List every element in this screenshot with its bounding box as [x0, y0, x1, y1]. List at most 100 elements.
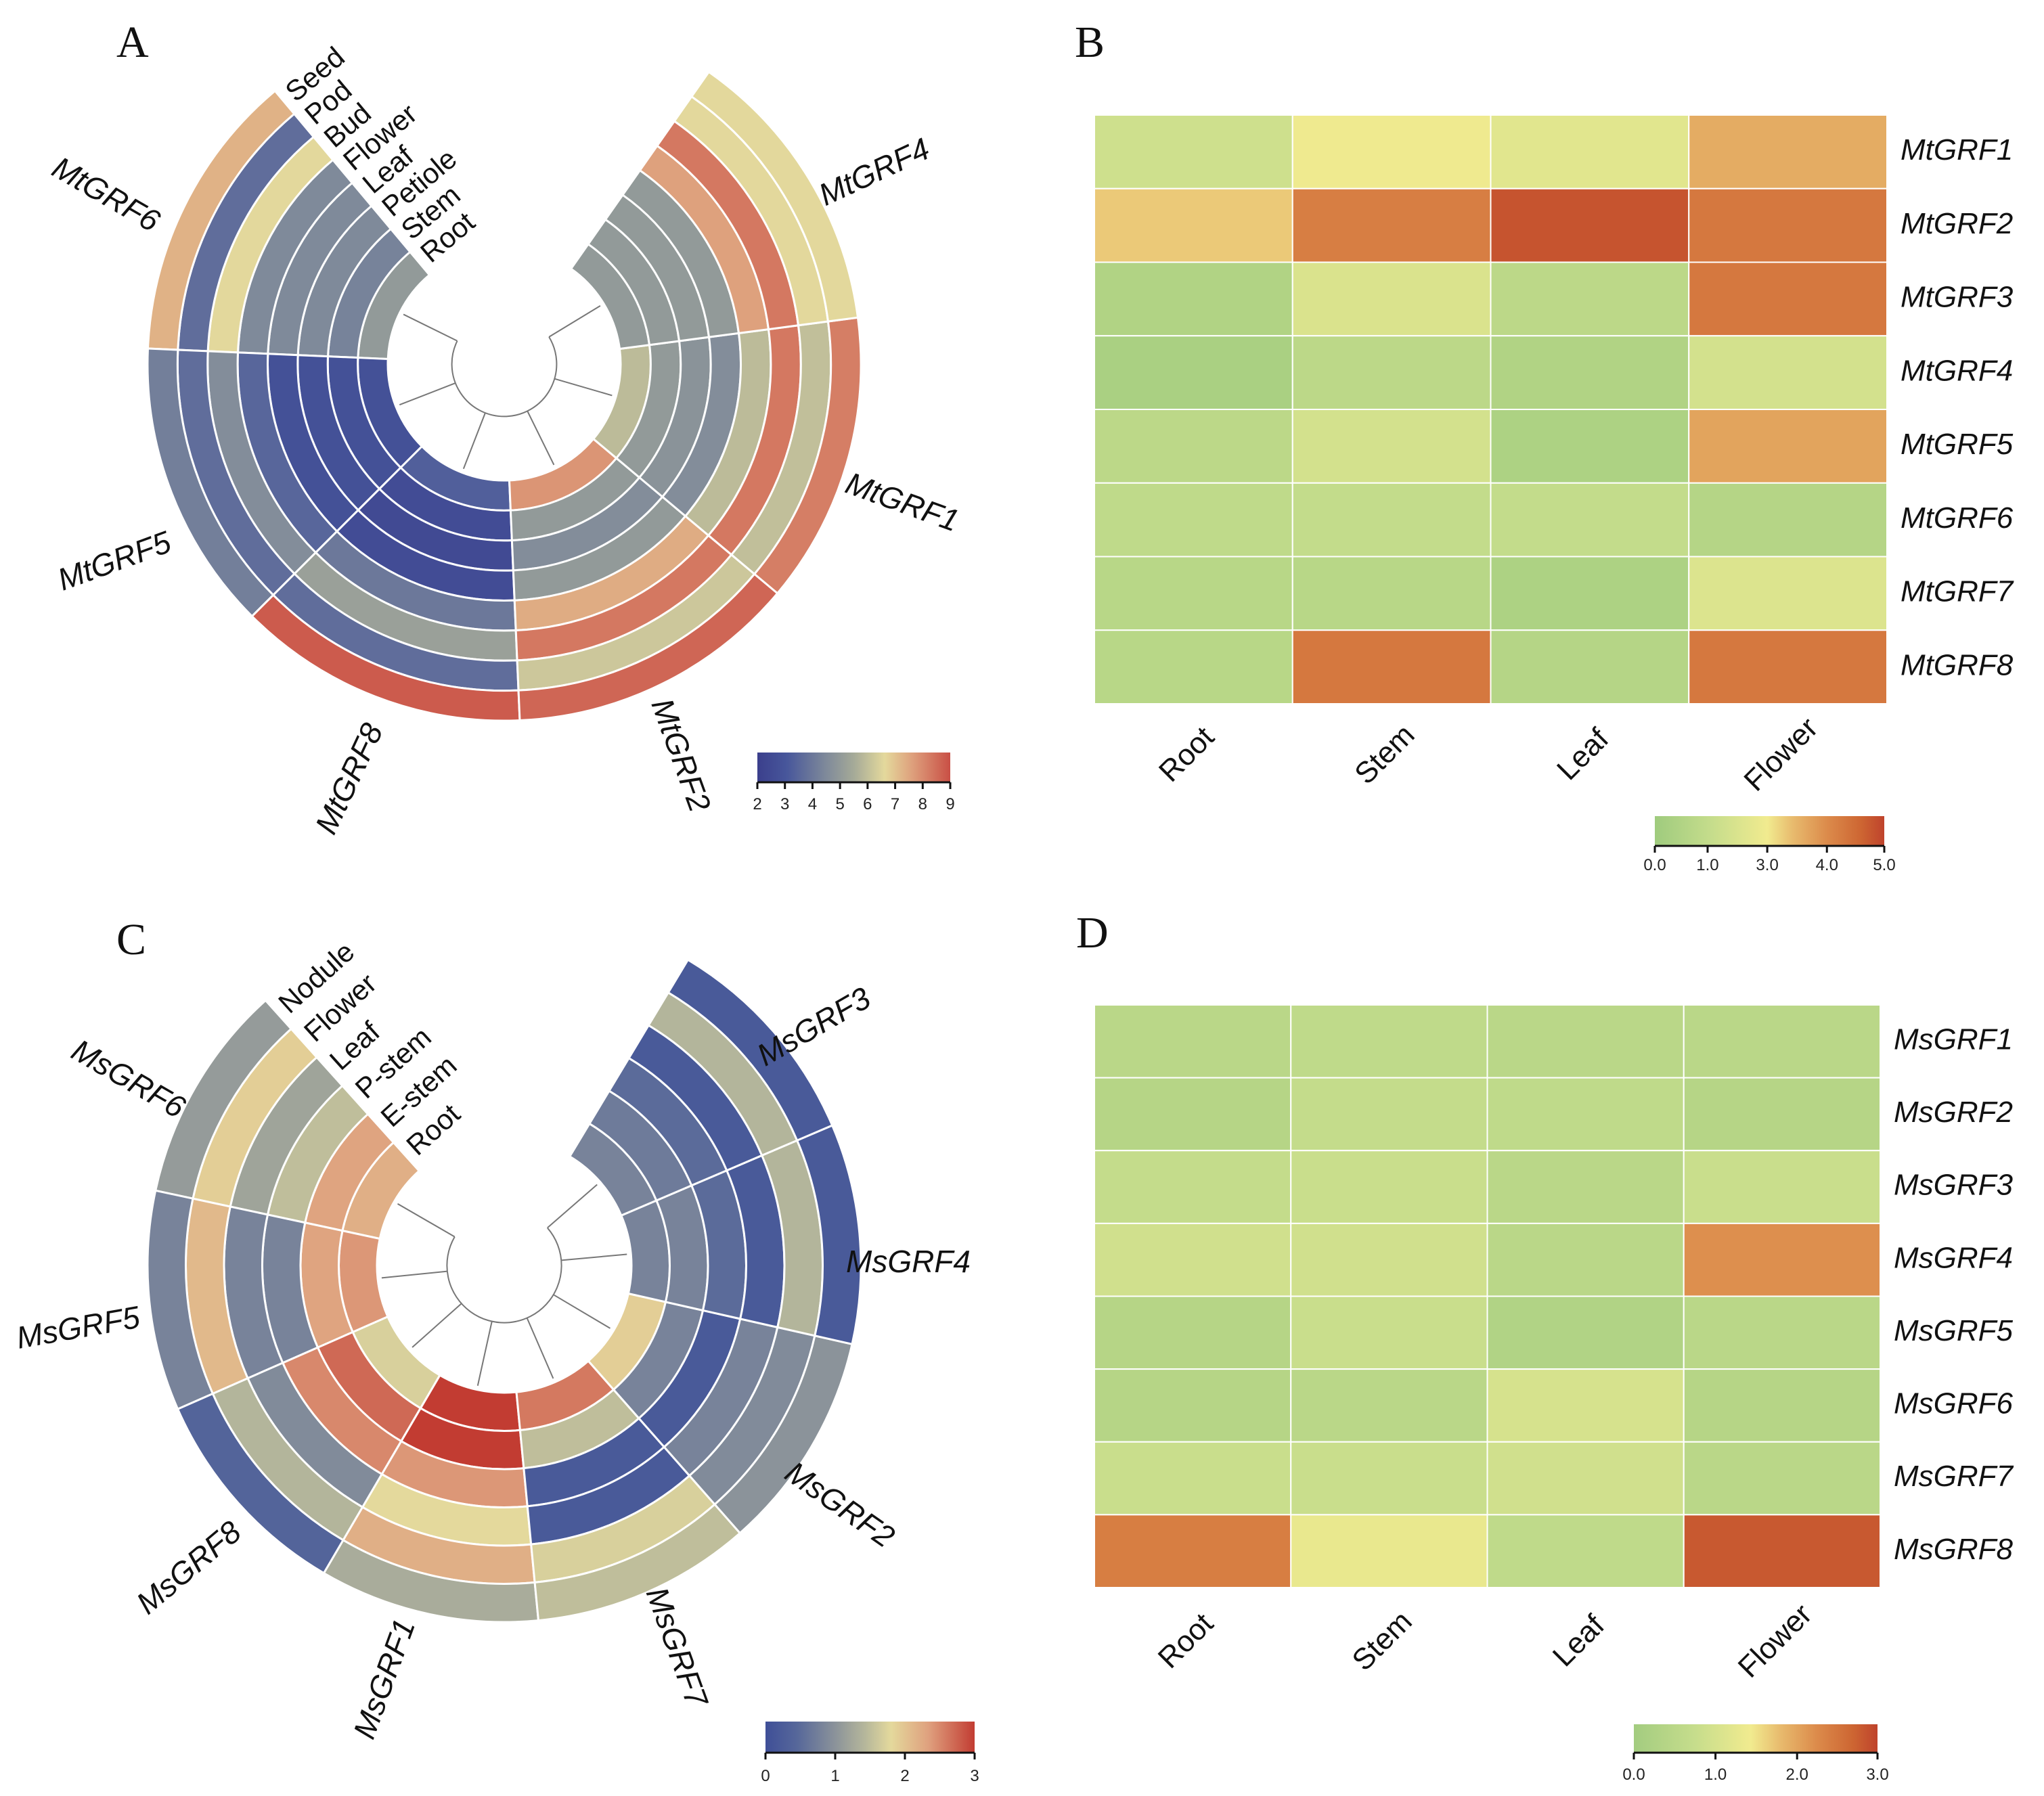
column-label: Flower — [1732, 1598, 1819, 1684]
row-label: MsGRF3 — [1894, 1169, 2014, 1202]
panel-label-c: C — [116, 915, 146, 964]
row-label: MsGRF7 — [1894, 1460, 2014, 1493]
heatmap-d: MsGRF1 MsGRF2 MsGRF3 MsGRF4 MsGRF5 MsGRF6 MsGR… — [1094, 1004, 2014, 1784]
heatmap-cell — [1683, 1222, 1881, 1297]
heatmap-cell — [1094, 1441, 1292, 1516]
row-label: MtGRF8 — [1901, 648, 2014, 681]
column-label: Stem — [1346, 1604, 1418, 1677]
ring-segment — [146, 347, 275, 618]
heatmap-cell — [1486, 1441, 1685, 1516]
colorbar — [1634, 1724, 1878, 1753]
column-label: Stem — [1348, 718, 1421, 790]
heatmap-cell — [1094, 114, 1293, 189]
heatmap-cell — [1490, 335, 1690, 410]
ring-segment — [753, 316, 862, 595]
gene-label: MtGRF2 — [644, 694, 717, 816]
heatmap-cell — [1094, 1222, 1292, 1297]
colorbar-tick-label: 2.0 — [1786, 1766, 1808, 1784]
colorbar-tick-label: 2 — [900, 1767, 909, 1785]
heatmap-cell — [1094, 1004, 1292, 1079]
gene-label: MtGRF5 — [53, 524, 175, 597]
heatmap-cell — [1291, 114, 1492, 189]
column-label: Root — [1152, 1607, 1220, 1675]
gene-label: MsGRF7 — [640, 1582, 715, 1712]
colorbar-tick-label: 4.0 — [1816, 856, 1838, 874]
heatmap-cell — [1290, 1150, 1488, 1224]
heatmap-cell — [1688, 114, 1888, 189]
colorbar-tick-label: 5.0 — [1873, 856, 1895, 874]
colorbar — [1655, 816, 1884, 846]
heatmap-cell — [1683, 1077, 1881, 1152]
gene-label: MtGRF8 — [308, 717, 390, 839]
heatmap-cell — [1291, 409, 1492, 484]
gene-label: MsGRF1 — [346, 1614, 422, 1743]
row-label: MtGRF3 — [1901, 281, 2014, 314]
dendrogram-branch — [561, 1253, 627, 1261]
heatmap-cell — [1290, 1368, 1488, 1443]
heatmap-cell — [1290, 1004, 1488, 1079]
heatmap-b: MtGRF1 MtGRF2 MtGRF3 MtGRF4 MtGRF5 MtGRF6 MtGR… — [1094, 114, 2014, 874]
colorbar-tick-label: 4 — [808, 795, 817, 813]
heatmap-cell — [1094, 335, 1293, 410]
ring-segment — [322, 1538, 540, 1623]
gene-label: MsGRF6 — [66, 1032, 192, 1125]
heatmap-cell — [1094, 1514, 1292, 1588]
dendrogram-arc — [446, 1227, 562, 1324]
colorbar-tick-label: 1.0 — [1696, 856, 1718, 874]
row-label: MsGRF1 — [1894, 1023, 2013, 1056]
row-label: MtGRF7 — [1901, 575, 2014, 608]
ring-segment — [176, 1392, 345, 1575]
heatmap-cell — [1683, 1441, 1881, 1516]
colorbar-tick-label: 0 — [761, 1767, 770, 1785]
row-label: MsGRF8 — [1894, 1533, 2014, 1566]
ring-segment — [154, 999, 293, 1200]
heatmap-cell — [1490, 629, 1690, 704]
heatmap-cell — [1291, 556, 1492, 631]
heatmap-cell — [1291, 482, 1492, 558]
heatmap-cell — [1290, 1077, 1488, 1152]
dendrogram-branch — [412, 1303, 462, 1348]
heatmap-cell — [1688, 335, 1888, 410]
colorbar-tick-label: 0.0 — [1643, 856, 1666, 874]
circular-heatmap-a: RootStemPetioleLeafFlowerBudPodSeedMtGRF… — [47, 41, 964, 839]
heatmap-cell — [1688, 187, 1888, 263]
colorbar-tick-label: 5 — [835, 795, 844, 813]
heatmap-cell — [1490, 261, 1690, 337]
heatmap-cell — [1486, 1222, 1685, 1297]
colorbar-tick-label: 2 — [753, 795, 761, 813]
colorbar — [765, 1722, 975, 1753]
column-label: Root — [1153, 721, 1220, 788]
ring-segment — [795, 1124, 862, 1346]
gene-label: MtGRF4 — [814, 131, 935, 212]
heatmap-cell — [1094, 261, 1293, 337]
ring-segment — [690, 70, 860, 323]
heatmap-cell — [1683, 1150, 1881, 1224]
heatmap-cell — [1290, 1514, 1488, 1588]
column-label: Leaf — [1547, 1609, 1612, 1674]
ring-segment — [146, 1189, 215, 1411]
heatmap-cell — [1490, 187, 1690, 263]
heatmap-cell — [1486, 1368, 1685, 1443]
heatmap-cell — [1094, 629, 1293, 704]
column-label: Leaf — [1551, 722, 1616, 787]
dendrogram-branch — [476, 1321, 493, 1386]
colorbar-tick-label: 1 — [830, 1767, 839, 1785]
dendrogram-branch — [553, 1294, 611, 1329]
colorbar-tick-label: 3 — [780, 795, 789, 813]
row-label: MsGRF4 — [1894, 1241, 2013, 1274]
gene-label: MsGRF2 — [779, 1454, 902, 1554]
row-label: MtGRF6 — [1901, 501, 2014, 535]
ring-segment — [517, 573, 779, 722]
heatmap-cell — [1490, 556, 1690, 631]
heatmap-cell — [1290, 1441, 1488, 1516]
dendrogram-branch — [403, 313, 458, 342]
dendrogram-branch — [554, 378, 613, 397]
circular-heatmap-c: RootE-stemP-stemLeafFlowerNoduleMsGRF6Ms… — [14, 935, 979, 1785]
column-label: Flower — [1737, 711, 1824, 798]
dendrogram-branch — [399, 382, 456, 406]
heatmap-cell — [1291, 335, 1492, 410]
heatmap-cell — [1486, 1150, 1685, 1224]
heatmap-cell — [1486, 1077, 1685, 1152]
dendrogram-branch — [397, 1203, 456, 1238]
colorbar-tick-label: 1.0 — [1704, 1766, 1727, 1784]
